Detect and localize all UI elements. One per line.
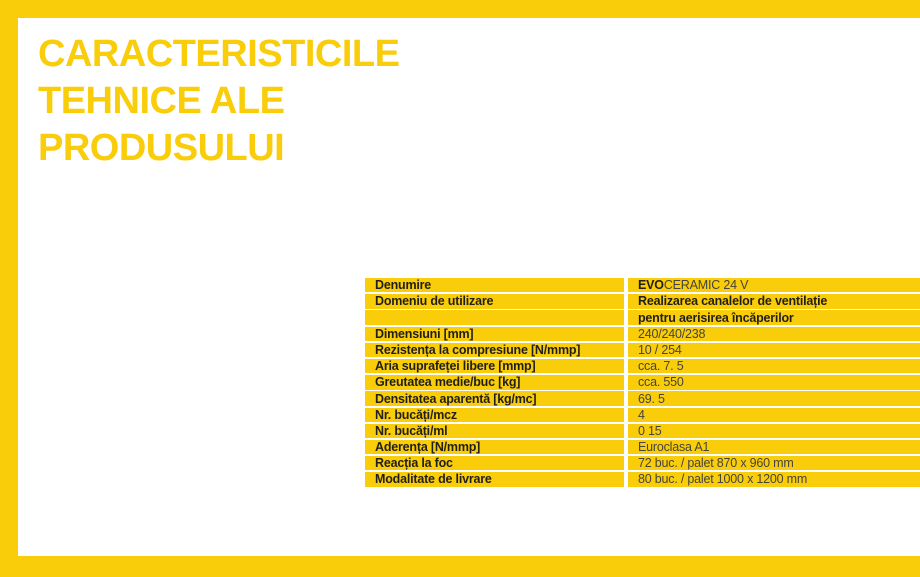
page-title: CARACTERISTICILE TEHNICE ALE PRODUSULUI: [38, 31, 400, 172]
spec-value-text: Realizarea canalelor de ventilație: [638, 294, 828, 309]
page-border-bottom: [0, 556, 920, 577]
spec-value: cca. 550: [628, 375, 920, 390]
page-title-line-3: PRODUSULUI: [38, 127, 285, 169]
table-row: Denumire EVO CERAMIC 24 V: [365, 278, 920, 293]
table-row: Rezistența la compresiune [N/mmp] 10 / 25…: [365, 342, 920, 358]
table-row: pentru aerisirea încăperilor: [365, 310, 920, 325]
spec-value-text: 0 15: [638, 423, 662, 438]
page-border-top: [0, 0, 920, 18]
page-title-line-1: CARACTERISTICILE: [38, 33, 400, 75]
spec-value: 4: [628, 407, 920, 422]
page-border-left: [0, 0, 18, 577]
spec-label: Aria suprafeței libere [mmp]: [365, 358, 624, 374]
spec-label: Densitatea aparentă [kg/mc]: [365, 391, 624, 406]
spec-label: Greutatea medie/buc [kg]: [365, 375, 624, 390]
spec-value-text: 69. 5: [638, 391, 665, 406]
page-title-line-2: TEHNICE ALE: [38, 80, 285, 122]
spec-value-text: 4: [638, 407, 645, 422]
spec-value-text: 72 buc. / palet 870 x 960 mm: [638, 456, 794, 471]
spec-label: Dimensiuni [mm]: [365, 326, 624, 341]
spec-value: Euroclasa A1: [628, 439, 920, 455]
spec-value: 69. 5: [628, 391, 920, 406]
spec-label: Nr. bucăți/ml: [365, 423, 624, 439]
spec-value-text: 80 buc. / palet 1000 x 1200 mm: [638, 472, 808, 487]
spec-value: cca. 7. 5: [628, 358, 920, 374]
spec-value: 80 buc. / palet 1000 x 1200 mm: [628, 472, 920, 487]
spec-value-text: pentru aerisirea încăperilor: [638, 310, 794, 325]
spec-value: 72 buc. / palet 870 x 960 mm: [628, 456, 920, 471]
spec-value-text: 10 / 254: [638, 342, 682, 357]
table-row: Modalitate de livrare 80 buc. / palet 100…: [365, 472, 920, 487]
product-spec-table: Denumire EVO CERAMIC 24 V Domeniu de utiliz…: [365, 278, 920, 488]
spec-value: 240/240/238: [628, 326, 920, 341]
table-row: Nr. bucăți/mcz 4: [365, 407, 920, 422]
spec-label: [365, 310, 624, 325]
spec-value-brand: EVO: [638, 278, 664, 293]
spec-value: 0 15: [628, 423, 920, 439]
spec-value: 10 / 254: [628, 342, 920, 358]
spec-label: Aderența [N/mmp]: [365, 439, 624, 455]
spec-label: Nr. bucăți/mcz: [365, 407, 624, 422]
table-row: Aria suprafeței libere [mmp] cca. 7. 5: [365, 358, 920, 374]
spec-value-text: 240/240/238: [638, 326, 706, 341]
table-row: Greutatea medie/buc [kg] cca. 550: [365, 375, 920, 390]
table-row: Reacția la foc 72 buc. / palet 870 x 960 …: [365, 456, 920, 471]
table-row: Dimensiuni [mm] 240/240/238: [365, 326, 920, 341]
table-row: Aderența [N/mmp] Euroclasa A1: [365, 439, 920, 455]
spec-value-rest: CERAMIC 24 V: [663, 278, 749, 293]
spec-value-text: cca. 550: [638, 375, 684, 390]
spec-label: Modalitate de livrare: [365, 472, 624, 487]
spec-label: Reacția la foc: [365, 456, 624, 471]
spec-label: Rezistența la compresiune [N/mmp]: [365, 342, 624, 358]
table-row: Domeniu de utilizare Realizarea canalelor…: [365, 294, 920, 309]
spec-value-text: cca. 7. 5: [638, 359, 684, 374]
spec-value: Realizarea canalelor de ventilație: [628, 294, 920, 309]
spec-value: pentru aerisirea încăperilor: [628, 310, 920, 325]
spec-value: EVO CERAMIC 24 V: [628, 278, 920, 293]
table-row: Densitatea aparentă [kg/mc] 69. 5: [365, 391, 920, 406]
spec-label: Domeniu de utilizare: [365, 294, 624, 309]
spec-label: Denumire: [365, 278, 624, 293]
table-row: Nr. bucăți/ml 0 15: [365, 423, 920, 439]
spec-value-text: Euroclasa A1: [638, 440, 710, 455]
